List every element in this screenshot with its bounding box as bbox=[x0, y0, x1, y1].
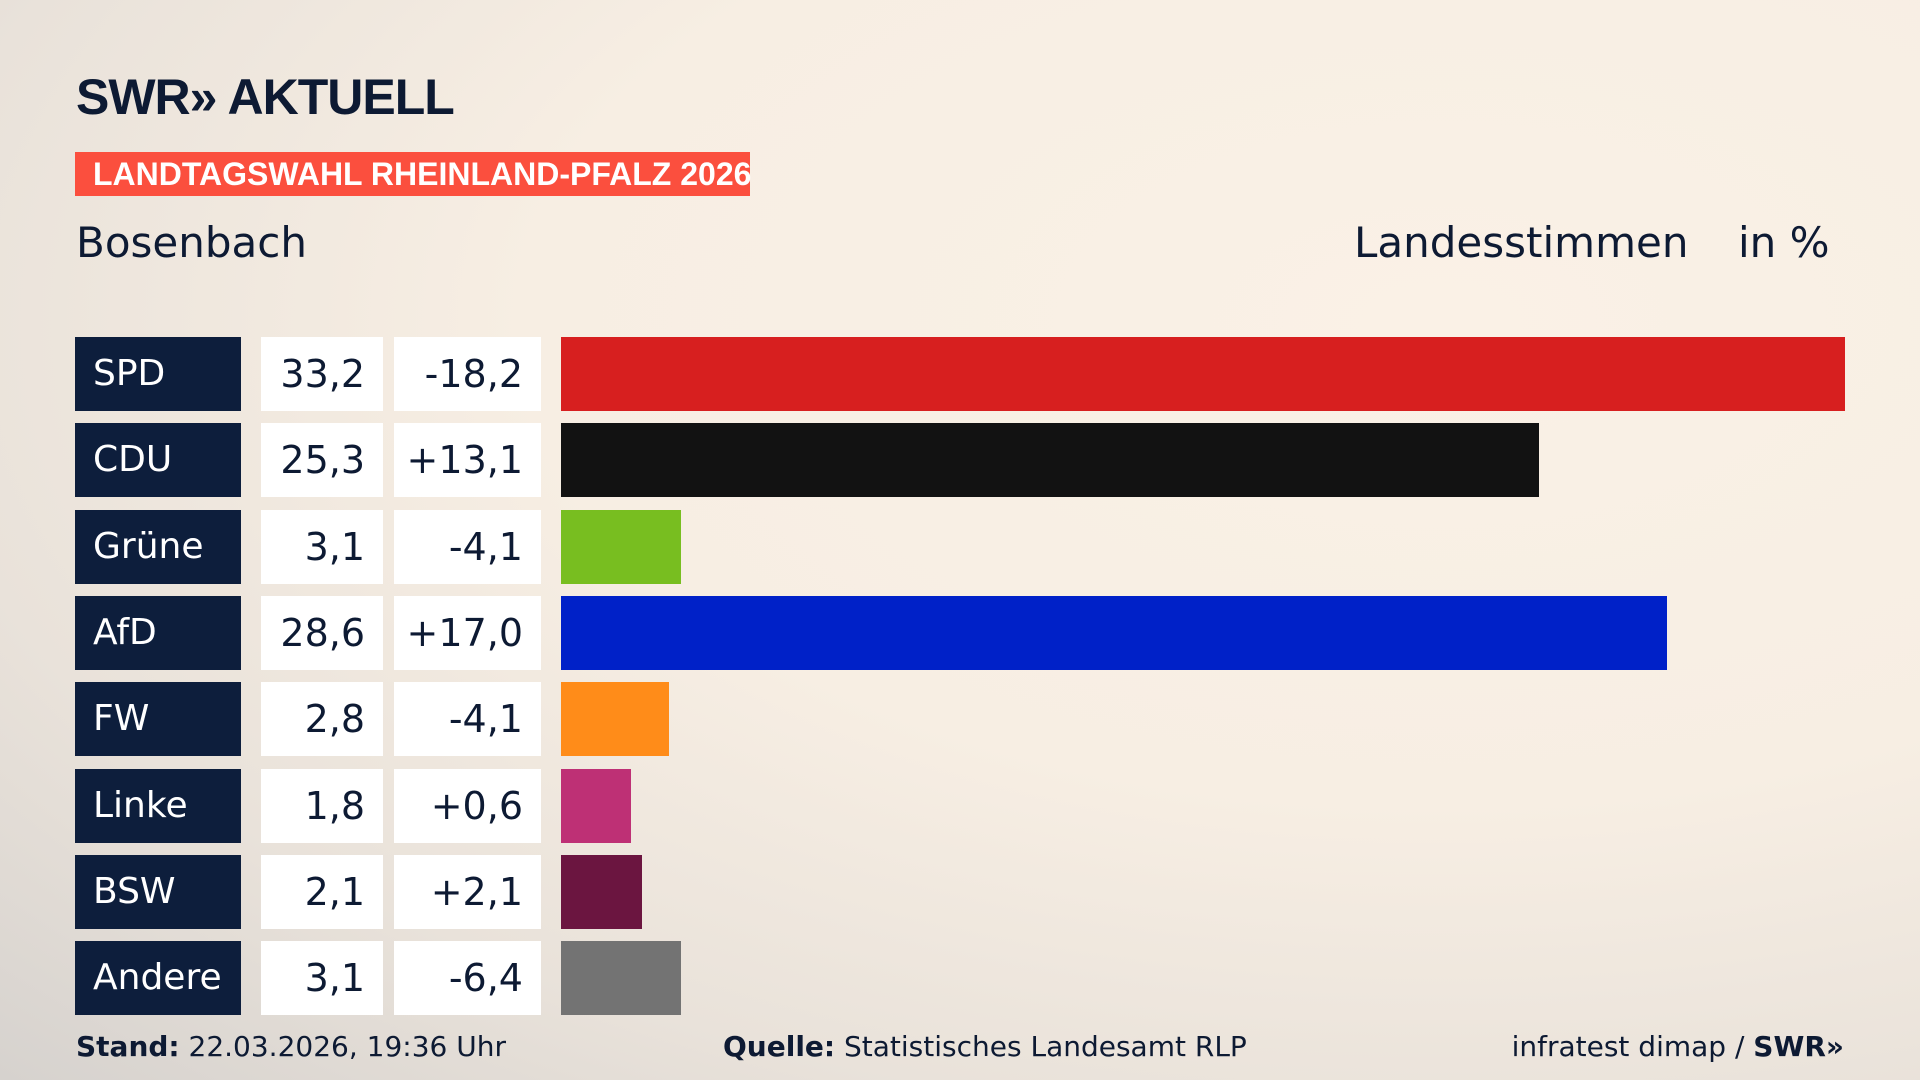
diff-label: +13,1 bbox=[394, 423, 541, 498]
party-label: Linke bbox=[75, 768, 241, 843]
metric-label: Landesstimmen bbox=[1354, 218, 1689, 267]
credit-text: infratest dimap / bbox=[1511, 1030, 1754, 1063]
bar bbox=[561, 337, 1845, 411]
bar-row: AfD 28,6 +17,0 bbox=[75, 595, 1875, 670]
diff-label: +0,6 bbox=[394, 768, 541, 843]
diff-label: -4,1 bbox=[394, 509, 541, 584]
unit-label: in % bbox=[1738, 218, 1830, 267]
bar-row: Linke 1,8 +0,6 bbox=[75, 768, 1875, 843]
value-label: 1,8 bbox=[261, 768, 383, 843]
bar bbox=[561, 509, 681, 584]
bar-row: BSW 2,1 +2,1 bbox=[75, 854, 1875, 929]
value-label: 2,1 bbox=[261, 854, 383, 929]
swr-logo: SWR» bbox=[1753, 1030, 1844, 1063]
source: Quelle: Statistisches Landesamt RLP bbox=[723, 1030, 1247, 1063]
party-label: Andere bbox=[75, 941, 241, 1016]
bar bbox=[561, 423, 1540, 498]
diff-label: -6,4 bbox=[394, 941, 541, 1016]
swr-aktuell-logo: SWR» AKTUELL bbox=[76, 69, 455, 125]
credit: infratest dimap / SWR» bbox=[1512, 1030, 1844, 1063]
party-label: AfD bbox=[75, 595, 241, 670]
bar bbox=[561, 941, 681, 1016]
stand-value: 22.03.2026, 19:36 Uhr bbox=[179, 1030, 506, 1063]
diff-label: +17,0 bbox=[394, 595, 541, 670]
source-label: Quelle: bbox=[723, 1030, 836, 1063]
value-label: 3,1 bbox=[261, 941, 383, 1016]
place-title: Bosenbach bbox=[76, 218, 307, 267]
bar-row: SPD 33,2 -18,2 bbox=[75, 337, 1875, 411]
value-label: 25,3 bbox=[261, 423, 383, 498]
value-label: 2,8 bbox=[261, 682, 383, 757]
bar-row: CDU 25,3 +13,1 bbox=[75, 423, 1875, 498]
bar bbox=[561, 854, 643, 929]
bar bbox=[561, 682, 670, 757]
party-label: SPD bbox=[75, 337, 241, 411]
bar-row: Grüne 3,1 -4,1 bbox=[75, 509, 1875, 584]
diff-label: +2,1 bbox=[394, 854, 541, 929]
timestamp: Stand: 22.03.2026, 19:36 Uhr bbox=[76, 1030, 506, 1063]
party-label: Grüne bbox=[75, 509, 241, 584]
stand-label: Stand: bbox=[76, 1030, 180, 1063]
bar-row: FW 2,8 -4,1 bbox=[75, 682, 1875, 757]
bar bbox=[561, 595, 1668, 670]
diff-label: -4,1 bbox=[394, 682, 541, 757]
source-value: Statistisches Landesamt RLP bbox=[835, 1030, 1247, 1063]
value-label: 3,1 bbox=[261, 509, 383, 584]
bar bbox=[561, 768, 631, 843]
bar-row: Andere 3,1 -6,4 bbox=[75, 941, 1875, 1016]
party-label: BSW bbox=[75, 854, 241, 929]
election-banner: LANDTAGSWAHL RHEINLAND-PFALZ 2026 bbox=[75, 152, 751, 196]
value-label: 28,6 bbox=[261, 595, 383, 670]
party-label: FW bbox=[75, 682, 241, 757]
value-label: 33,2 bbox=[261, 337, 383, 411]
party-label: CDU bbox=[75, 423, 241, 498]
diff-label: -18,2 bbox=[394, 337, 541, 411]
